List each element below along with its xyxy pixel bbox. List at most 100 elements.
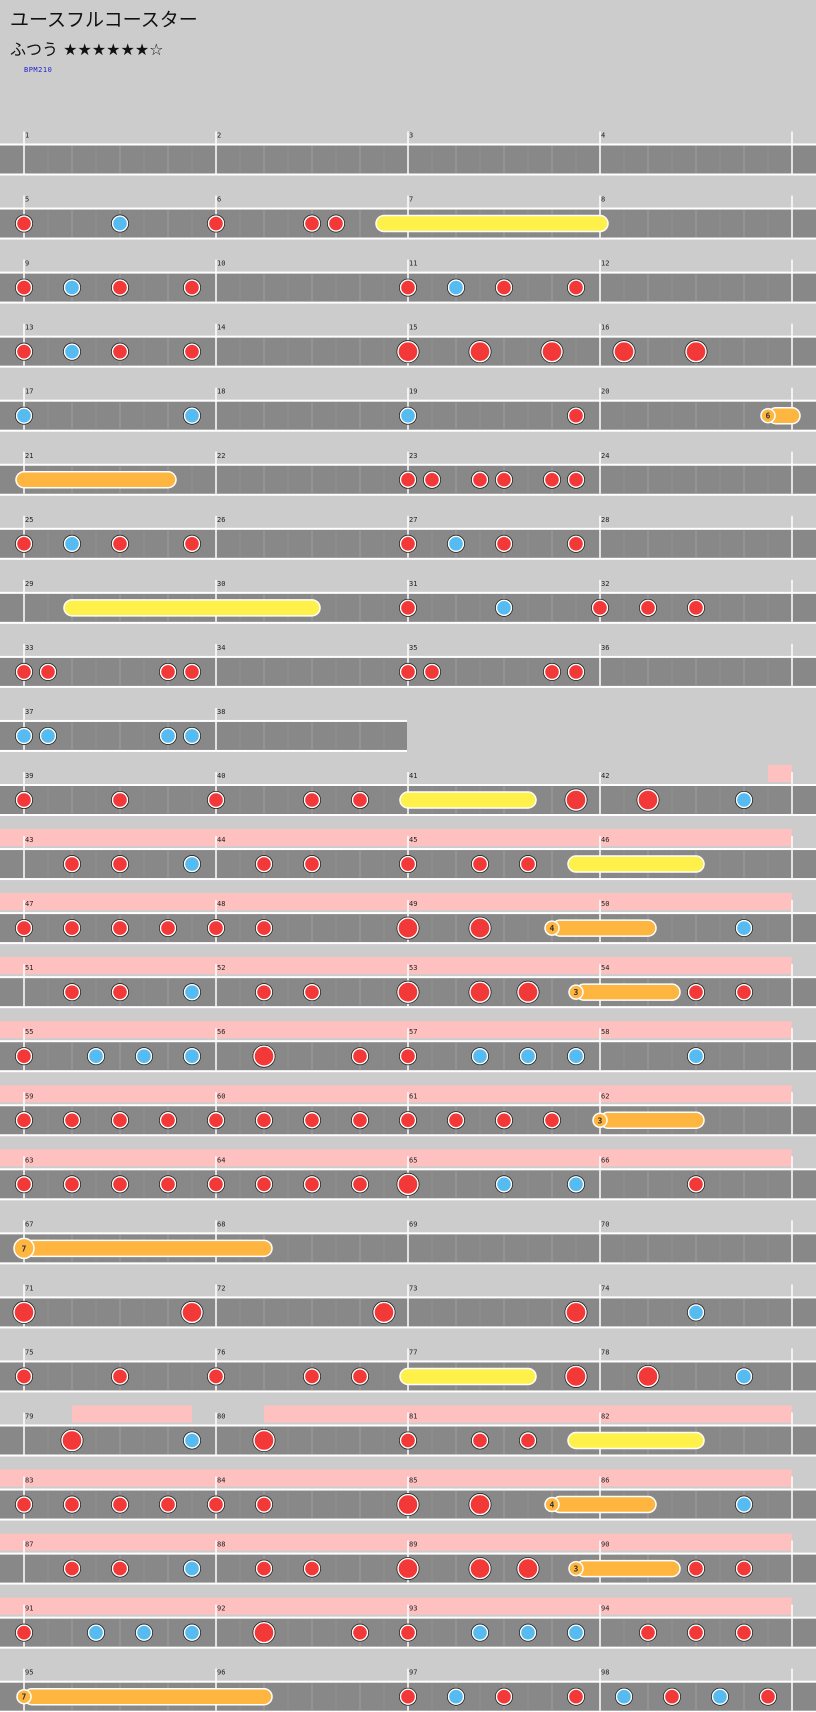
don-note — [15, 1496, 33, 1513]
don-note — [255, 1112, 273, 1129]
don-note — [351, 1624, 369, 1641]
measure-number: 61 — [409, 1092, 417, 1100]
don-note — [63, 1176, 81, 1193]
measure-number: 55 — [25, 1028, 33, 1036]
don-note — [735, 983, 753, 1001]
measure-number: 46 — [601, 836, 609, 844]
big-don-note — [253, 1045, 275, 1067]
don-note — [63, 983, 81, 1001]
don-note — [255, 1560, 273, 1577]
don-note — [639, 1624, 657, 1641]
don-note — [399, 1112, 417, 1129]
ka-note — [735, 791, 753, 809]
measure-number: 52 — [217, 964, 225, 972]
drumroll-bar — [15, 471, 177, 489]
measure-number: 22 — [217, 452, 225, 460]
don-note — [567, 407, 585, 424]
bpm-label: BPM210 — [24, 66, 53, 74]
drumroll-bar — [399, 791, 537, 809]
measure-number: 37 — [25, 708, 33, 716]
don-note — [255, 919, 273, 937]
gogo-band — [0, 1149, 792, 1167]
measure-number: 39 — [25, 772, 33, 780]
measure-number: 28 — [601, 516, 609, 524]
big-don-note — [685, 340, 707, 363]
don-note — [663, 1688, 681, 1705]
big-don-note — [565, 1365, 587, 1388]
balloon-count: 4 — [550, 1501, 555, 1510]
gogo-band — [768, 765, 792, 782]
don-note — [63, 855, 81, 873]
ka-note — [15, 407, 33, 424]
don-note — [111, 1560, 129, 1577]
measure-number: 59 — [25, 1092, 33, 1100]
measure-number: 67 — [25, 1220, 33, 1228]
measure-number: 41 — [409, 772, 417, 780]
don-note — [495, 471, 513, 488]
don-note — [111, 1368, 129, 1385]
big-don-note — [181, 1301, 203, 1324]
don-note — [303, 215, 321, 232]
difficulty-line: ふつう ★★★★★★☆ — [10, 36, 164, 60]
don-note — [303, 1560, 321, 1577]
don-note — [207, 1368, 225, 1385]
measure-number: 66 — [601, 1156, 609, 1164]
measure-number: 94 — [601, 1605, 609, 1613]
don-note — [15, 343, 33, 360]
measure-number: 68 — [217, 1220, 225, 1228]
don-note — [399, 1624, 417, 1641]
don-note — [255, 983, 273, 1001]
don-note — [399, 1688, 417, 1705]
measure-number: 71 — [25, 1284, 33, 1292]
don-note — [15, 1176, 33, 1193]
measure-number: 9 — [25, 260, 29, 268]
balloon-head — [760, 407, 776, 424]
ka-note — [183, 1432, 201, 1449]
ka-note — [135, 1047, 153, 1065]
balloon-head — [592, 1112, 608, 1128]
don-note — [519, 1432, 537, 1449]
big-don-note — [517, 1557, 539, 1580]
ka-note — [63, 535, 81, 552]
ka-note — [471, 1047, 489, 1065]
ka-note — [183, 1560, 201, 1577]
measure-number: 20 — [601, 388, 609, 396]
don-note — [111, 343, 129, 360]
ka-note — [735, 919, 753, 937]
don-note — [15, 919, 33, 937]
measure-number: 18 — [217, 388, 225, 396]
measure-number: 70 — [601, 1220, 609, 1228]
measure-number: 36 — [601, 644, 609, 652]
don-note — [159, 919, 177, 937]
don-note — [687, 983, 705, 1001]
don-note — [639, 599, 657, 617]
don-note — [255, 1176, 273, 1193]
measure-number: 47 — [25, 900, 33, 908]
don-note — [759, 1688, 777, 1705]
measure-number: 2 — [217, 132, 221, 140]
don-note — [207, 791, 225, 809]
don-note — [303, 1112, 321, 1129]
gogo-band — [0, 1469, 792, 1487]
don-note — [567, 535, 585, 552]
don-note — [351, 1047, 369, 1065]
ka-note — [183, 855, 201, 873]
don-note — [207, 1112, 225, 1129]
measure-number: 65 — [409, 1156, 417, 1164]
don-note — [687, 599, 705, 617]
don-note — [399, 535, 417, 552]
don-note — [399, 663, 417, 681]
big-don-note — [613, 340, 635, 363]
don-note — [183, 535, 201, 552]
measure-number: 44 — [217, 836, 225, 844]
gogo-band — [264, 1405, 792, 1423]
ka-note — [183, 727, 201, 745]
don-note — [471, 855, 489, 873]
don-note — [567, 279, 585, 296]
don-note — [447, 1112, 465, 1129]
big-don-note — [253, 1429, 275, 1452]
ka-note — [159, 727, 177, 745]
don-note — [159, 663, 177, 681]
measure-number: 69 — [409, 1220, 417, 1228]
